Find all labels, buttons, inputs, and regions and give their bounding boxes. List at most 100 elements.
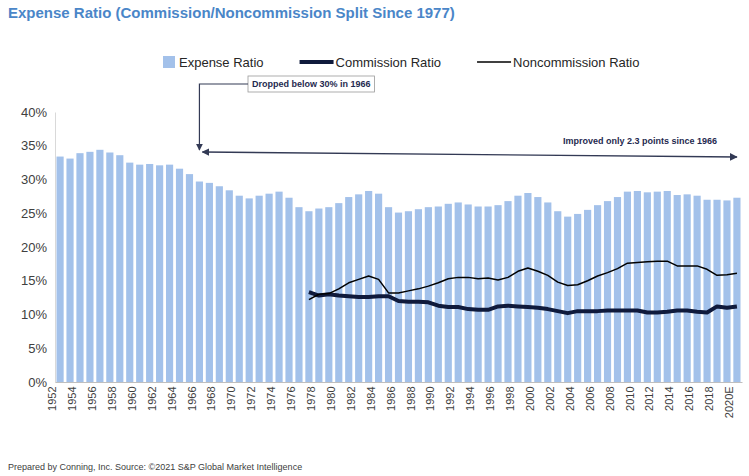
x-tick: 1960 [126,382,140,411]
bar [116,155,123,382]
x-tick-label: 2016 [683,386,695,410]
bar [186,174,193,382]
x-tick-label: 2020E [723,386,735,418]
bar [475,207,482,383]
x-tick-label: 1972 [245,386,257,410]
bar [275,192,282,382]
bar [146,164,153,382]
bar [236,196,243,382]
bar [435,207,442,383]
x-tick: 1966 [186,382,200,411]
bar [76,153,83,382]
y-tick: 5% [28,341,55,356]
bar [156,165,163,382]
x-tick: 2010 [624,382,638,411]
bar [66,159,73,382]
legend-swatch [477,61,511,63]
x-tick: 1954 [66,382,80,411]
x-tick: 1976 [285,382,299,411]
y-tick: 15% [21,273,55,288]
bar [723,200,730,382]
bar [465,204,472,382]
x-tick-label: 1974 [265,386,277,410]
bar [166,165,173,382]
bar [574,214,581,382]
x-tick-label: 1992 [444,386,456,410]
annotation: Dropped below 30% in 1966 [252,79,371,89]
bar [405,211,412,382]
legend-swatch [300,60,334,64]
bar [86,152,93,382]
x-tick-label: 2000 [524,386,536,410]
x-tick-label: 2006 [584,386,596,410]
x-tick: 2004 [564,382,578,411]
x-tick-label: 1984 [365,386,377,410]
x-tick-label: 2004 [564,386,576,410]
x-tick: 1958 [106,382,120,411]
y-tick-label: 40% [21,105,47,120]
x-tick: 1956 [86,382,100,411]
y-tick-label: 30% [21,172,47,187]
x-tick: 1982 [345,382,359,411]
bar [445,204,452,382]
legend-item: Noncommission Ratio [477,55,639,70]
x-tick-label: 1986 [385,386,397,410]
x-tick-label: 1968 [205,386,217,410]
y-tick: 10% [21,307,55,322]
legend-swatch [163,56,175,68]
x-tick: 1970 [225,382,239,411]
bar [305,211,312,382]
x-tick: 1992 [444,382,458,411]
x-tick-label: 1988 [405,386,417,410]
legend-item: Expense Ratio [163,55,264,70]
x-tick: 1984 [365,382,379,411]
bar [504,201,511,382]
x-tick-label: 1966 [186,386,198,410]
bar [365,191,372,382]
bar [654,192,661,382]
bar [226,190,233,382]
bar [514,196,521,382]
bar [584,210,591,382]
x-axis-line [56,382,743,383]
x-tick: 2002 [544,382,558,411]
y-tick-label: 15% [21,273,47,288]
x-tick-label: 2002 [544,386,556,410]
bar [266,194,273,382]
x-tick: 2000 [524,382,538,411]
bar [295,207,302,382]
title: Expense Ratio (Commission/Noncommission … [8,4,455,21]
x-tick: 2014 [663,382,677,411]
bar [484,207,491,383]
x-tick: 1974 [265,382,279,411]
y-tick: 25% [21,206,55,221]
x-tick-label: 1954 [66,386,78,410]
plot-marks [56,150,740,382]
bar [256,196,263,382]
bar [674,195,681,382]
x-tick: 1980 [325,382,339,411]
x-tick: 2006 [584,382,598,411]
bar [544,202,551,382]
bar [136,165,143,382]
annotation-arrow [202,152,736,157]
y-tick-label: 10% [21,307,47,322]
chart: Expense Ratio (Commission/Noncommission … [0,0,749,476]
x-tick: 2018 [703,382,717,411]
bar [494,205,501,382]
x-tick: 1978 [305,382,319,411]
bar [106,153,113,383]
bar [96,150,103,382]
bar [703,200,710,382]
x-tick-label: 2010 [624,386,636,410]
x-tick: 1968 [205,382,219,411]
bar [285,198,292,382]
bar [564,217,571,382]
x-tick-label: 2012 [643,386,655,410]
bar [375,194,382,382]
y-axis: 0%5%10%15%20%25%30%35%40% [21,105,56,390]
bar [176,169,183,382]
y-axis-line [55,113,56,383]
x-tick: 2020E [723,382,737,418]
x-tick-label: 2014 [663,386,675,410]
